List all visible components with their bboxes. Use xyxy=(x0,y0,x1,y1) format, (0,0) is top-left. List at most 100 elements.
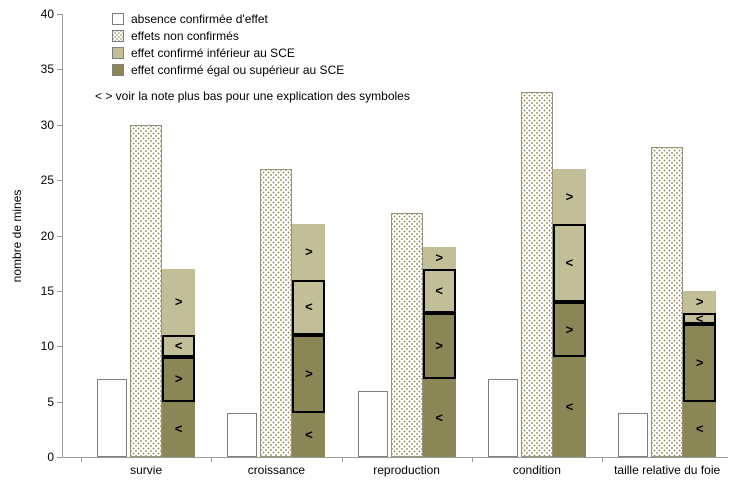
legend: absence confirmée d'effet effets non con… xyxy=(112,12,344,80)
stacked-bar-0: < > < > xyxy=(162,268,196,457)
legend-label: effets non confirmés xyxy=(131,28,239,43)
bar-absence-4 xyxy=(618,412,649,457)
bar-absence-0 xyxy=(97,379,128,457)
bar-non-confirmes-4 xyxy=(651,146,684,457)
x-tick-3 xyxy=(471,457,473,462)
segment-0-0: < xyxy=(162,401,196,457)
bar-absence-1 xyxy=(227,412,258,457)
segment-symbol-0-0: < xyxy=(174,421,183,437)
x-axis-label-4: taille relative du foie xyxy=(614,463,721,477)
segment-symbol-2-3: > xyxy=(435,249,443,265)
legend-item-absence: absence confirmée d'effet xyxy=(112,11,344,26)
segment-symbol-4-1: > xyxy=(695,354,704,370)
segment-symbol-1-0: < xyxy=(305,426,313,442)
y-tick-5 xyxy=(57,401,62,403)
bar-absence-3 xyxy=(487,379,518,457)
y-tick-label-30: 30 xyxy=(40,117,54,132)
segment-1-2: < xyxy=(292,279,326,336)
segment-3-2: < xyxy=(552,224,586,302)
y-tick-0 xyxy=(57,457,62,458)
legend-swatch-light xyxy=(112,46,124,59)
segment-symbol-4-3: > xyxy=(695,293,704,309)
segment-symbol-2-1: > xyxy=(435,338,443,354)
y-tick-40 xyxy=(57,14,62,15)
y-tick-label-25: 25 xyxy=(40,173,54,188)
segment-0-3: > xyxy=(162,268,196,336)
y-tick-15 xyxy=(57,290,62,292)
legend-note: < > voir la note plus bas pour une expli… xyxy=(95,89,410,103)
legend-label: absence confirmée d'effet xyxy=(131,11,268,26)
segment-0-2: < xyxy=(162,335,196,358)
bar-non-confirmes-2 xyxy=(390,213,423,457)
segment-symbol-1-2: < xyxy=(305,299,313,315)
bar-non-confirmes-3 xyxy=(520,91,553,457)
x-axis-label-2: reproduction xyxy=(373,463,440,477)
segment-3-1: > xyxy=(552,301,586,358)
bar-non-confirmes-1 xyxy=(260,169,293,457)
segment-2-2: < xyxy=(422,268,456,314)
x-axis-label-3: condition xyxy=(512,463,561,477)
segment-0-1: > xyxy=(162,357,196,402)
legend-item-non-confirmes: effets non confirmés xyxy=(112,28,344,43)
y-tick-label-15: 15 xyxy=(40,283,54,298)
bar-non-confirmes-0 xyxy=(130,124,163,457)
segment-symbol-1-1: > xyxy=(305,365,313,381)
segment-4-2: < xyxy=(683,310,717,326)
legend-label: effet confirmé égal ou supérieur au SCE xyxy=(131,62,345,77)
segment-4-0: < xyxy=(683,401,717,457)
segment-symbol-3-1: > xyxy=(565,321,574,337)
segment-symbol-3-0: < xyxy=(565,399,574,415)
stacked-bar-3: < > < > xyxy=(552,169,586,457)
y-tick-label-10: 10 xyxy=(40,339,54,354)
segment-2-1: > xyxy=(422,313,456,380)
segment-symbol-3-2: < xyxy=(565,255,574,271)
x-tick-0 xyxy=(81,457,82,462)
x-tick-2 xyxy=(341,457,343,462)
x-tick-4 xyxy=(602,457,603,462)
y-tick-label-0: 0 xyxy=(47,450,54,464)
stacked-bar-2: < > < > xyxy=(422,246,456,457)
bar-absence-2 xyxy=(357,390,388,457)
segment-symbol-0-3: > xyxy=(174,293,183,309)
segment-symbol-2-0: < xyxy=(435,410,443,426)
y-tick-30 xyxy=(57,124,62,126)
legend-swatch-dark xyxy=(112,63,124,76)
y-tick-35 xyxy=(57,69,62,71)
legend-swatch-dotted xyxy=(112,29,124,42)
segment-symbol-0-2: < xyxy=(174,338,183,354)
segment-1-3: > xyxy=(292,224,326,280)
segment-symbol-1-3: > xyxy=(305,244,313,260)
stacked-bar-4: < > < > xyxy=(683,290,717,457)
segment-3-3: > xyxy=(552,169,586,225)
x-axis-label-1: croissance xyxy=(247,463,306,477)
x-axis-line xyxy=(62,457,728,458)
segment-3-0: < xyxy=(552,357,586,457)
segment-4-1: > xyxy=(683,324,717,402)
segment-2-0: < xyxy=(422,379,456,457)
y-tick-20 xyxy=(57,235,62,237)
y-tick-label-35: 35 xyxy=(40,62,54,77)
segment-1-1: > xyxy=(292,335,326,413)
segment-symbol-0-1: > xyxy=(174,371,183,387)
y-axis-line xyxy=(62,14,63,458)
legend-label: effet confirmé inférieur au SCE xyxy=(131,45,295,60)
segment-symbol-2-2: < xyxy=(435,282,443,298)
y-tick-25 xyxy=(57,180,62,182)
x-tick-1 xyxy=(211,457,213,462)
segment-symbol-3-3: > xyxy=(565,188,574,204)
segment-symbol-4-2: < xyxy=(695,310,704,326)
y-tick-label-20: 20 xyxy=(40,228,54,243)
y-tick-label-40: 40 xyxy=(40,7,54,21)
y-tick-10 xyxy=(57,346,62,348)
segment-1-0: < xyxy=(292,412,326,457)
legend-item-inferieur: effet confirmé inférieur au SCE xyxy=(112,45,344,60)
segment-symbol-4-0: < xyxy=(695,421,704,437)
stacked-bar-1: < > < > xyxy=(292,224,326,457)
legend-swatch-white xyxy=(112,12,124,25)
y-tick-label-5: 5 xyxy=(47,394,54,409)
x-axis-label-0: survie xyxy=(130,463,163,477)
segment-4-3: > xyxy=(683,290,717,314)
segment-2-3: > xyxy=(422,246,456,269)
legend-item-egal-superieur: effet confirmé égal ou supérieur au SCE xyxy=(112,62,345,77)
